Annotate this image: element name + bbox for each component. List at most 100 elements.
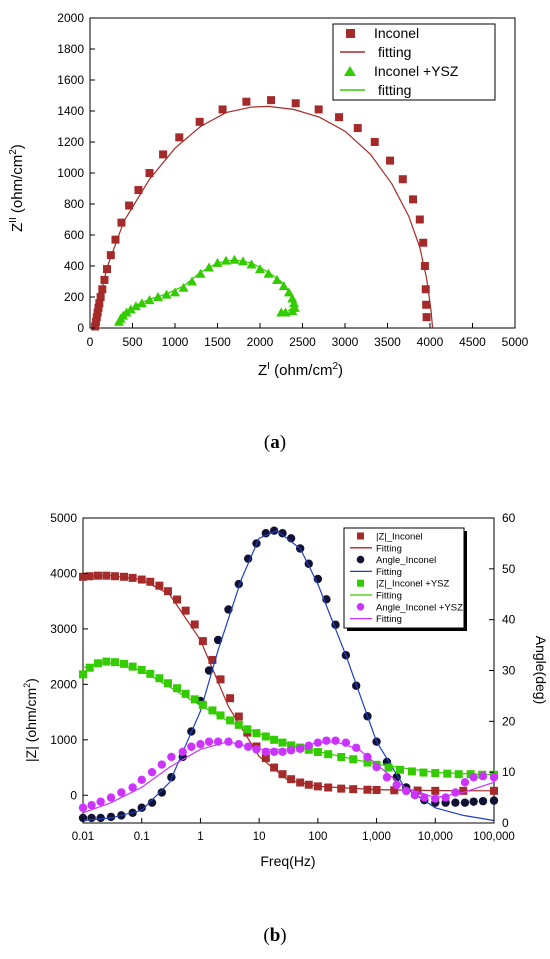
y2-tick-label: 10 xyxy=(502,765,516,779)
data-point-angle-inconel-ysz-6 xyxy=(420,793,429,802)
data-point-z-inconel-0 xyxy=(490,786,498,795)
y-tick-label: 1400 xyxy=(57,104,84,118)
data-point-z-inconel-0 xyxy=(190,620,199,629)
legend-marker-z-inconel-ysz-4 xyxy=(357,579,364,587)
legend-marker-angle-inconel-2 xyxy=(356,555,365,564)
data-point-z-inconel-0 xyxy=(337,784,346,793)
x-tick-label: 10 xyxy=(253,831,266,843)
legend-marker-angle-inconel-ysz-6 xyxy=(356,603,365,611)
legend-label-fitting-inconel: fitting xyxy=(378,44,411,60)
data-point-inconel-ysz-2 xyxy=(255,264,265,274)
data-point-z-inconel-0 xyxy=(155,581,164,590)
legend-label-fitting-5: Fitting xyxy=(376,591,402,602)
data-point-z-inconel-ysz-4 xyxy=(110,658,119,667)
y-tick-label: 1600 xyxy=(57,73,84,87)
y-tick-label: 4000 xyxy=(50,566,77,580)
data-point-z-inconel-0 xyxy=(146,577,155,586)
x-axis-title: ZI (ohm/cm2) xyxy=(258,361,343,379)
nyquist-chart: 0 500 1000 1500 2000 2500 3000 3500 4000 4500 5000… xyxy=(8,11,529,379)
data-point-angle-inconel-2 xyxy=(147,798,157,807)
data-point-z-inconel-ysz-4 xyxy=(155,674,164,683)
data-point-z-inconel-ysz-4 xyxy=(128,662,137,671)
data-point-inconel-0 xyxy=(145,169,154,177)
data-point-angle-inconel-ysz-6 xyxy=(469,773,478,782)
legend-marker-z-inconel-0 xyxy=(357,532,364,540)
data-point-inconel-0 xyxy=(398,175,407,184)
data-point-z-inconel-ysz-4 xyxy=(443,769,452,778)
data-point-z-inconel-0 xyxy=(79,572,87,581)
data-point-angle-inconel-2 xyxy=(261,529,271,538)
data-point-inconel-0 xyxy=(335,113,344,122)
data-point-inconel-ysz-2 xyxy=(246,259,257,269)
x-axis-title: Freq(Hz) xyxy=(260,853,315,869)
x-tick-label: 3500 xyxy=(374,335,401,349)
y-tick-label: 1200 xyxy=(57,135,84,149)
data-point-z-inconel-ysz-4 xyxy=(454,770,463,779)
data-point-z-inconel-ysz-4 xyxy=(384,763,393,772)
x-tick-label: 10,000 xyxy=(418,831,453,843)
x-tick-label: 4000 xyxy=(417,335,444,349)
x-tick-label: 0 xyxy=(87,335,94,349)
y2-tick-label: 60 xyxy=(502,511,516,525)
legend-label-z-inconel-ysz-4: |Z|_Inconel +YSZ xyxy=(376,579,450,590)
y-axis-title: |Z| (ohm/cm2) xyxy=(22,678,39,762)
y-tick-label: 2000 xyxy=(57,11,84,25)
legend-label-fitting-ysz: fitting xyxy=(378,82,411,98)
legend-label-inconel: Inconel xyxy=(374,25,419,41)
legend-marker-inconel xyxy=(346,29,355,38)
data-point-inconel-ysz-2 xyxy=(289,298,299,308)
data-point-z-inconel-0 xyxy=(349,785,358,794)
data-point-inconel-0 xyxy=(111,235,120,244)
data-point-z-inconel-ysz-4 xyxy=(93,659,102,668)
data-point-z-inconel-ysz-4 xyxy=(208,706,217,715)
data-point-angle-inconel-ysz-6 xyxy=(322,736,331,745)
data-point-angle-inconel-2 xyxy=(243,554,253,563)
data-point-angle-inconel-ysz-6 xyxy=(96,797,105,806)
series-line-fitting-7 xyxy=(82,741,495,814)
data-point-z-inconel-0 xyxy=(216,675,225,684)
legend: Inconel fitting Inconel +YSZ fitting xyxy=(332,23,496,101)
data-point-angle-inconel-ysz-6 xyxy=(137,775,146,784)
data-point-angle-inconel-ysz-6 xyxy=(147,767,157,777)
y2-tick-label: 50 xyxy=(502,562,516,576)
x-tick-label: 100,000 xyxy=(473,831,515,843)
data-point-inconel-0 xyxy=(106,251,115,260)
x-tick-label: 1500 xyxy=(204,335,231,349)
data-point-angle-inconel-ysz-6 xyxy=(252,745,261,754)
data-point-angle-inconel-2 xyxy=(469,797,478,806)
data-point-angle-inconel-ysz-6 xyxy=(372,762,381,772)
data-point-angle-inconel-ysz-6 xyxy=(478,772,488,781)
x-tick-label: 1,000 xyxy=(362,831,391,843)
data-point-z-inconel-0 xyxy=(208,655,217,664)
data-point-inconel-0 xyxy=(386,156,395,165)
data-point-z-inconel-0 xyxy=(234,712,243,721)
data-point-angle-inconel-ysz-6 xyxy=(87,801,96,810)
bode-chart: 0.01 0.1 1 10 100 1,000 10,000 100,000010002000… xyxy=(22,511,549,869)
x-tick-label: 2000 xyxy=(247,335,274,349)
data-point-angle-inconel-ysz-6 xyxy=(128,783,137,792)
data-point-z-inconel-0 xyxy=(278,770,287,779)
legend-label-inconel-ysz: Inconel +YSZ xyxy=(374,63,459,79)
data-point-inconel-0 xyxy=(353,124,362,133)
data-point-inconel-0 xyxy=(415,215,424,224)
data-point-angle-inconel-ysz-6 xyxy=(196,740,205,749)
x-tick-label: 100 xyxy=(308,831,327,843)
data-point-angle-inconel-2 xyxy=(96,813,105,823)
data-point-inconel-ysz-2 xyxy=(187,276,197,286)
y2-tick-label: 40 xyxy=(502,613,516,627)
y-tick-label: 2000 xyxy=(50,677,77,691)
y-tick-label: 1000 xyxy=(57,166,84,180)
data-point-angle-inconel-ysz-6 xyxy=(410,790,420,800)
data-point-z-inconel-ysz-4 xyxy=(163,679,172,688)
data-point-angle-inconel-2 xyxy=(137,803,146,812)
data-point-z-inconel-ysz-4 xyxy=(190,695,199,704)
data-point-z-inconel-0 xyxy=(226,694,235,703)
x-tick-label: 0.1 xyxy=(134,831,150,843)
data-point-inconel-ysz-2 xyxy=(263,268,274,278)
data-point-inconel-0 xyxy=(422,313,431,322)
data-point-angle-inconel-2 xyxy=(478,796,488,806)
y-tick-label: 400 xyxy=(64,259,84,273)
data-point-angle-inconel-2 xyxy=(157,788,167,797)
legend-label-fitting-3: Fitting xyxy=(376,567,402,578)
legend-label-fitting-7: Fitting xyxy=(376,614,402,625)
